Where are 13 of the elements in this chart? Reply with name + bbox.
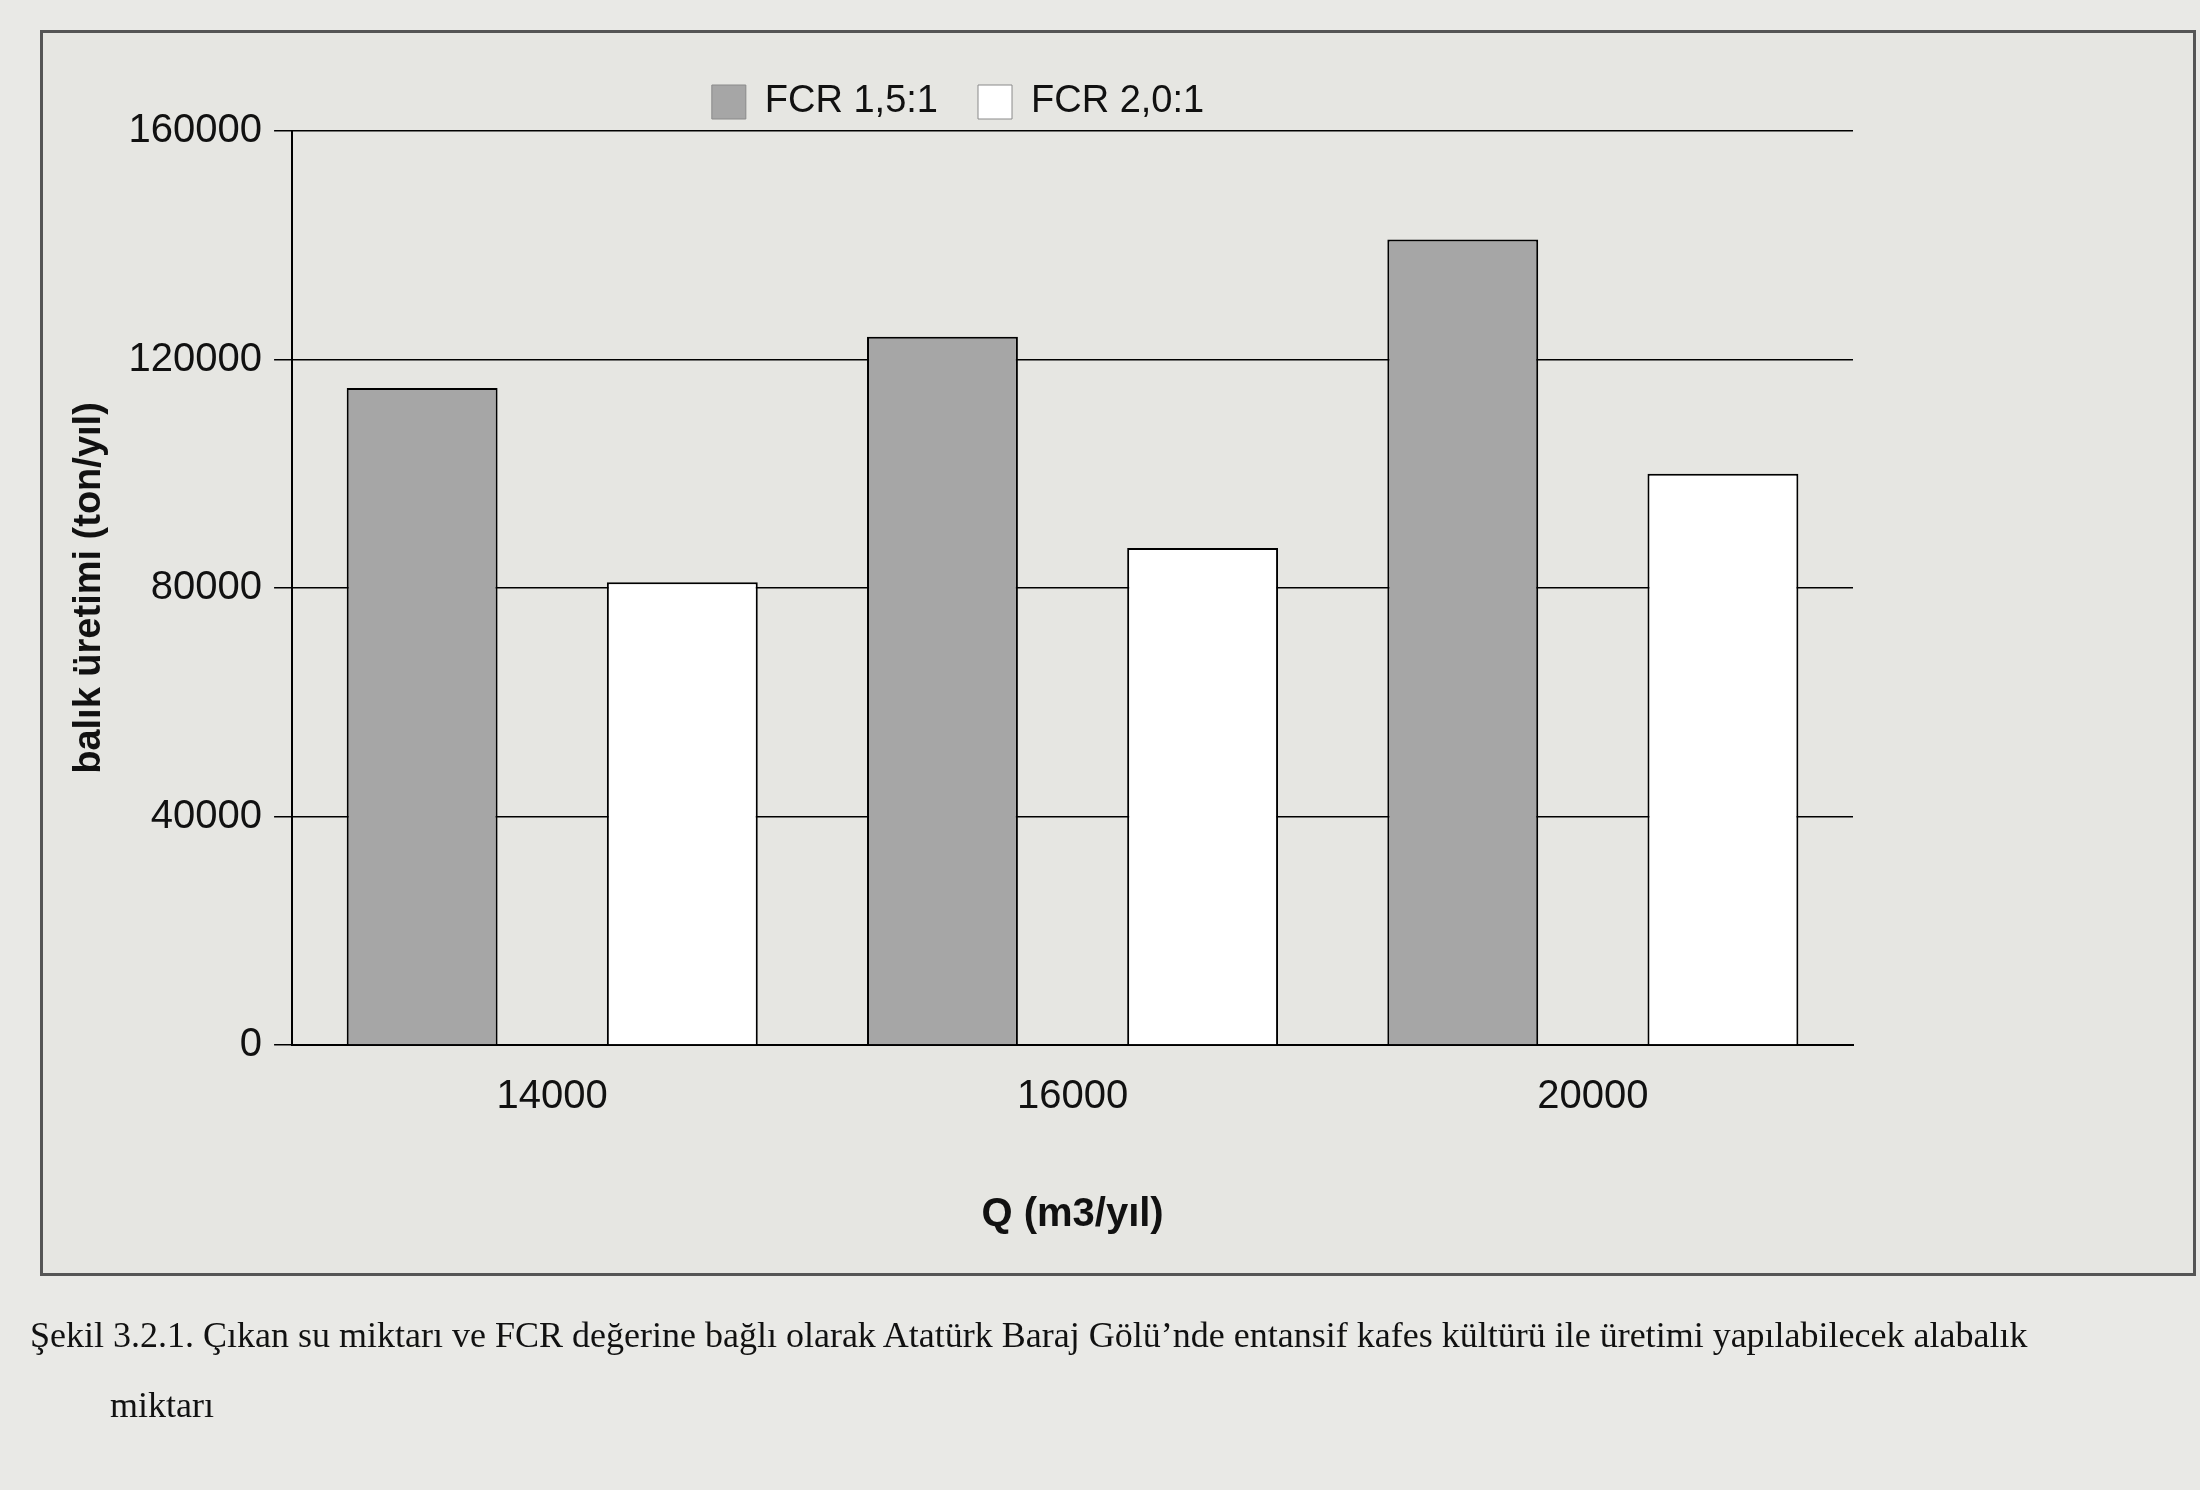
y-tick-label: 120000 — [128, 334, 263, 379]
legend-label: FCR 1,5:1 — [764, 78, 938, 121]
legend-label: FCR 2,0:1 — [1031, 78, 1205, 121]
x-axis-title: Q (m3/yıl) — [981, 1190, 1164, 1235]
y-tick-label: 40000 — [150, 791, 263, 836]
x-tick-label: 16000 — [1016, 1072, 1129, 1117]
x-tick-label: 14000 — [496, 1072, 608, 1117]
y-tick-label: 160000 — [128, 106, 263, 151]
text: Şekil 3.2.1. Çıkan su miktarı ve FCR değerine bağlı olarak Atatürk Baraj Gölü’nde entansif kafes kültürü ile üretimi yapılabilecek alabalık miktarı — [30, 1314, 2029, 1427]
x-tick-label: 20000 — [1537, 1072, 1649, 1117]
y-tick-label: 80000 — [150, 563, 263, 608]
y-axis-title: balık üretimi (ton/yıl) — [66, 402, 109, 774]
y-tick-label: 0 — [239, 1020, 263, 1065]
